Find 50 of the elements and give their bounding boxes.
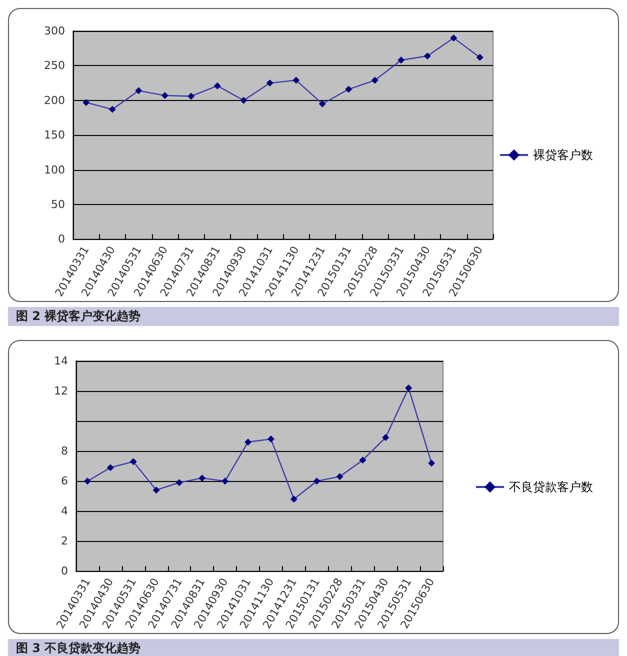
legend-label: 裸贷客户数 xyxy=(533,148,593,162)
point xyxy=(398,56,405,64)
point xyxy=(371,76,378,84)
point xyxy=(198,474,206,482)
point xyxy=(84,478,91,485)
y-tick-label: 250 xyxy=(44,59,65,72)
point xyxy=(428,460,436,467)
point xyxy=(345,86,352,93)
point xyxy=(214,82,221,90)
point xyxy=(450,34,458,42)
y-tick-label: 4 xyxy=(61,504,68,518)
caption: 图 2 裸贷客户变化趋势 xyxy=(8,307,619,326)
caption: 图 3 不良贷款变化趋势 xyxy=(8,639,619,656)
y-tick-label: 150 xyxy=(44,128,65,142)
y-tick-label: 14 xyxy=(54,354,68,368)
point xyxy=(405,384,412,392)
point xyxy=(313,478,320,485)
point xyxy=(161,92,168,100)
y-tick-label: 200 xyxy=(44,94,65,107)
point xyxy=(222,478,229,485)
point xyxy=(476,54,484,61)
point xyxy=(266,80,274,87)
y-tick-label: 0 xyxy=(61,564,68,578)
legend-label: 不良贷款客户数 xyxy=(509,480,593,494)
point xyxy=(188,92,195,100)
point xyxy=(244,438,252,446)
y-tick-label: 300 xyxy=(44,24,65,38)
point xyxy=(424,52,431,60)
point xyxy=(130,458,137,466)
point xyxy=(106,464,114,472)
y-tick-label: 8 xyxy=(61,444,68,458)
y-tick-label: 50 xyxy=(51,198,65,211)
point xyxy=(336,473,344,480)
y-tick-label: 0 xyxy=(58,232,65,246)
point xyxy=(108,106,116,113)
point xyxy=(290,496,298,503)
y-tick-label: 6 xyxy=(61,474,68,488)
y-tick-label: 2 xyxy=(61,534,68,548)
y-tick-label: 100 xyxy=(44,163,65,176)
point xyxy=(82,98,90,106)
point xyxy=(176,479,183,486)
y-tick-label: 12 xyxy=(54,384,68,398)
point xyxy=(152,486,160,494)
point xyxy=(292,76,300,84)
point xyxy=(382,434,390,442)
point xyxy=(267,436,274,443)
point xyxy=(318,100,326,108)
point xyxy=(240,96,248,104)
point xyxy=(135,87,142,94)
point xyxy=(359,456,366,464)
